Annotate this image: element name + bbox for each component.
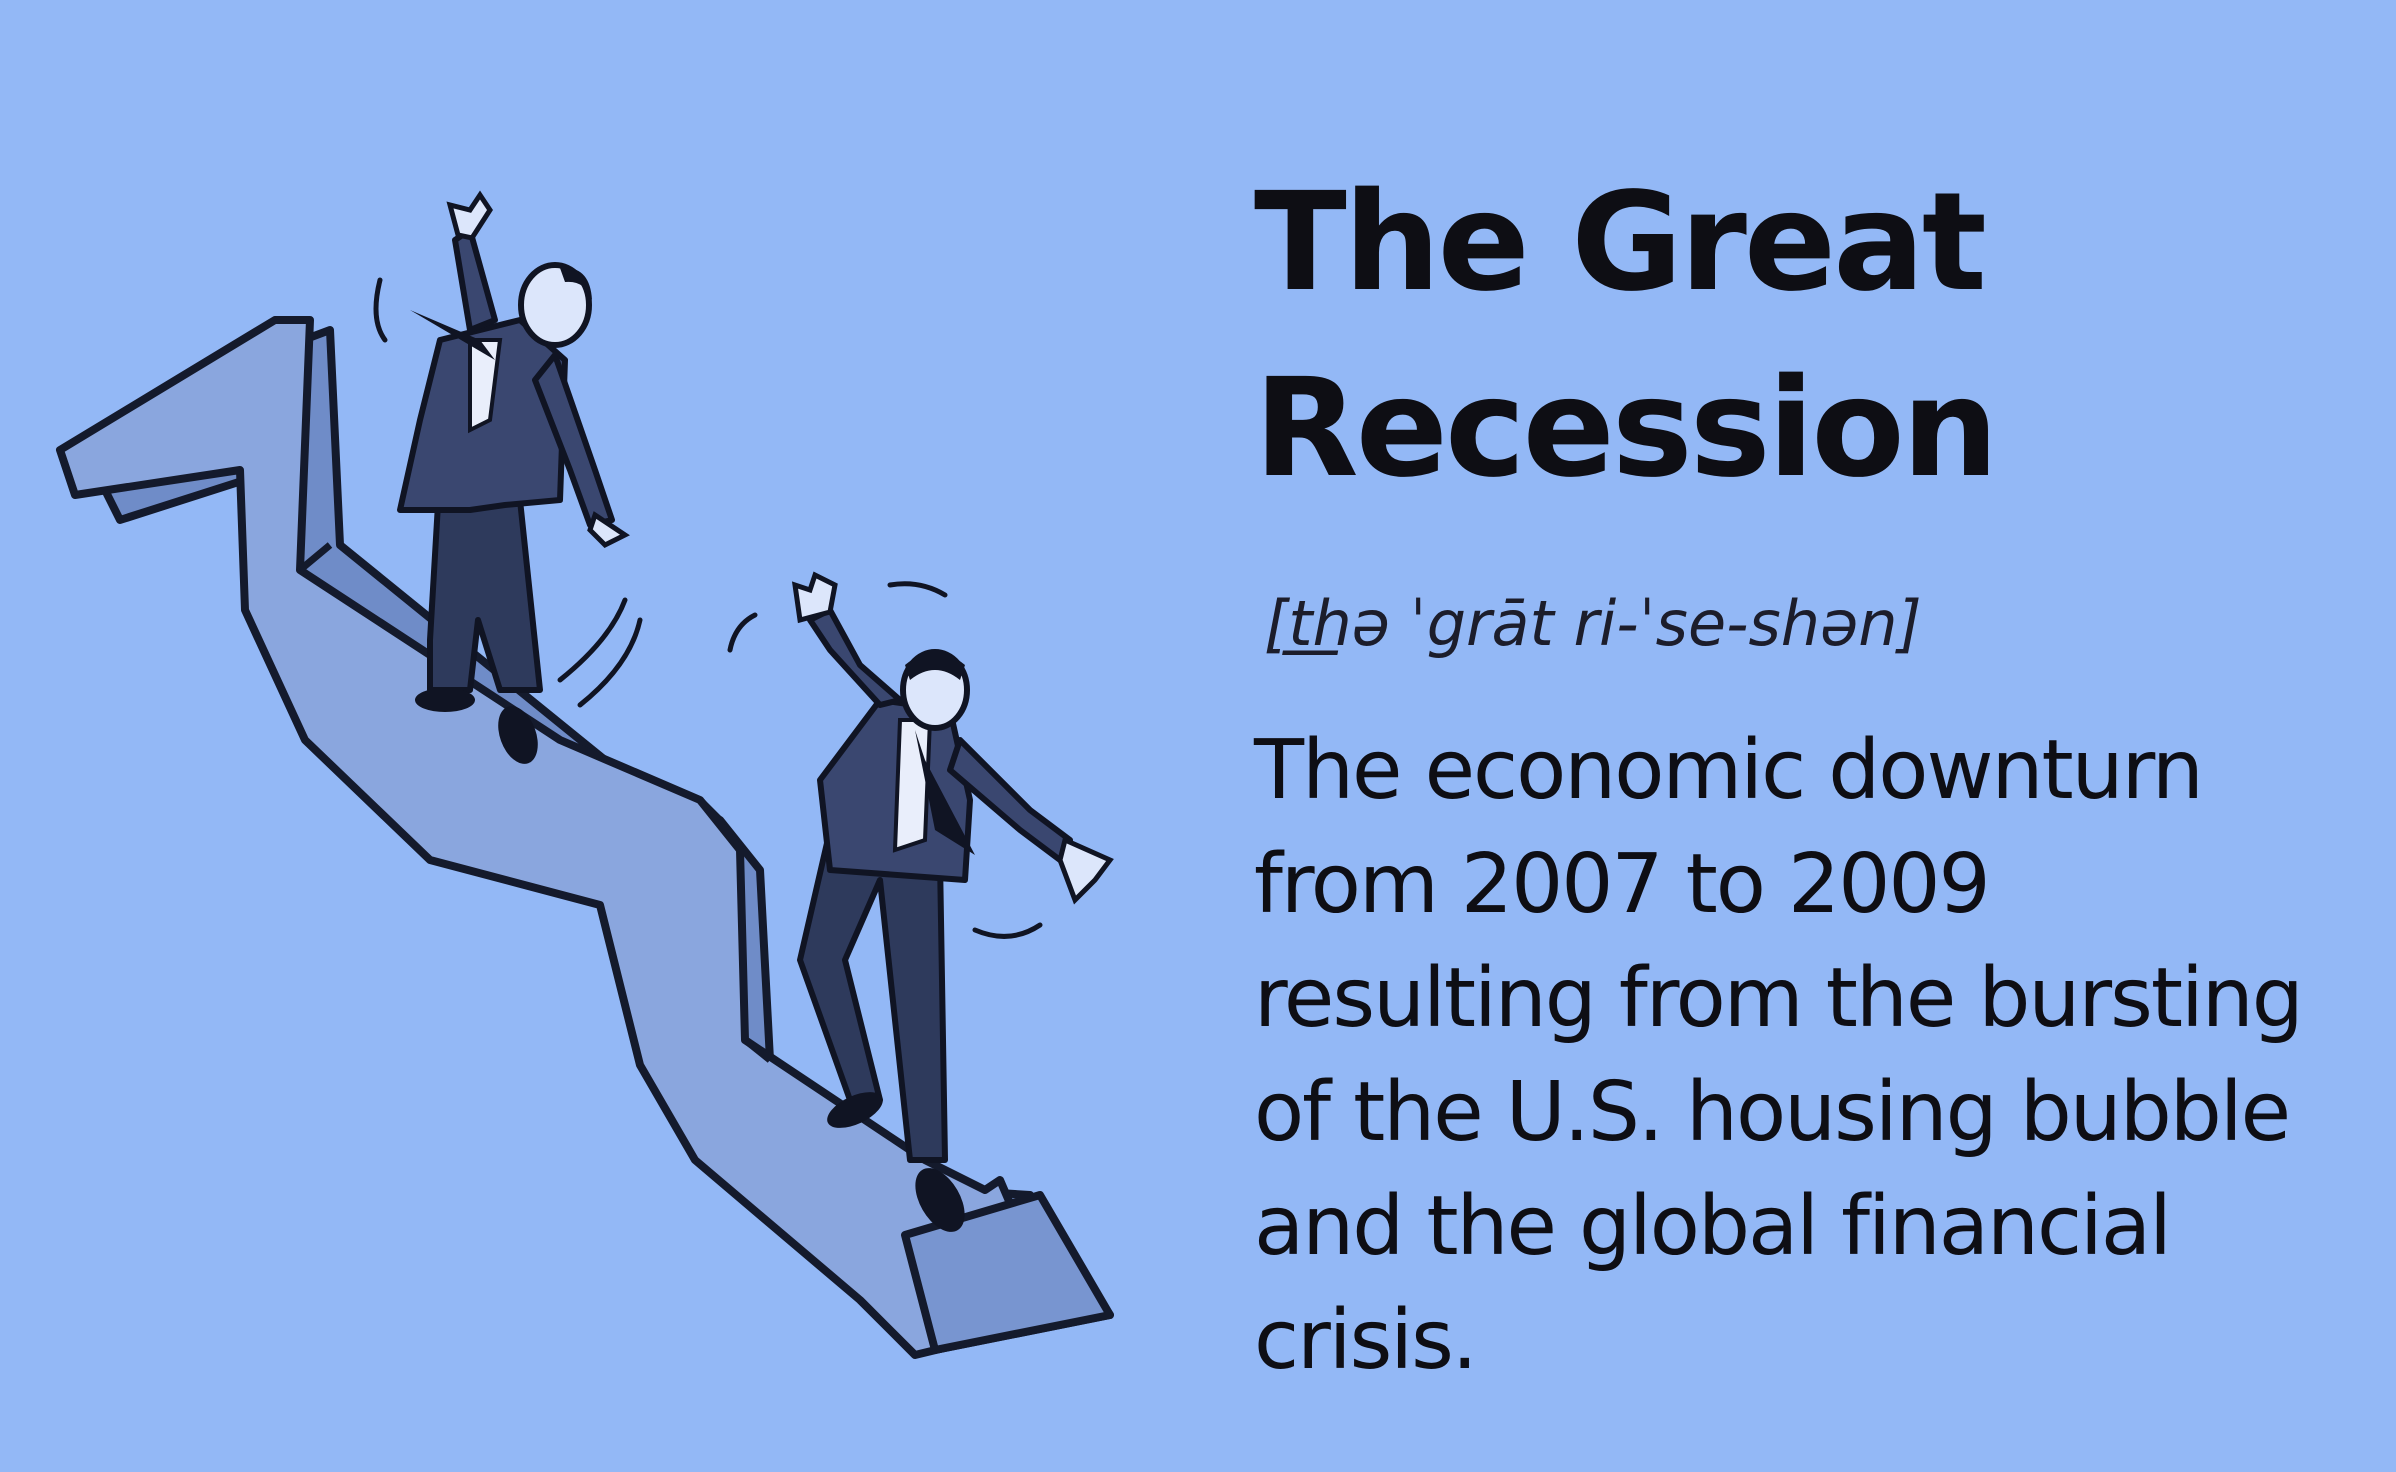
title-line-2: Recession: [1254, 350, 1999, 508]
descending-arrow-graphic: [56, 316, 1114, 1359]
definition-line: The economic downturn: [1254, 723, 2204, 818]
pronunciation: [t͟hə ˈgrāt ri-ˈse-shən]: [1264, 587, 1922, 660]
definition-panel: The Great Recession [t͟hə ˈgrāt ri-ˈse-s…: [1254, 150, 2364, 1398]
definition-line: crisis.: [1254, 1293, 1478, 1388]
definition-line: from 2007 to 2009: [1254, 837, 1991, 932]
definition-line: of the U.S. housing bubble: [1254, 1065, 2291, 1160]
businessman-lower: [727, 571, 1114, 1232]
illustration-falling-businessmen: [56, 190, 1114, 1359]
title-line-1: The Great: [1254, 164, 1987, 322]
definition-line: resulting from the bursting: [1254, 951, 2304, 1046]
page-title: The Great Recession: [1254, 150, 2364, 522]
definition-text: The economic downturn from 2007 to 2009 …: [1254, 714, 2364, 1398]
businessman-upper: [373, 190, 643, 764]
definition-line: and the global financial: [1254, 1179, 2172, 1274]
